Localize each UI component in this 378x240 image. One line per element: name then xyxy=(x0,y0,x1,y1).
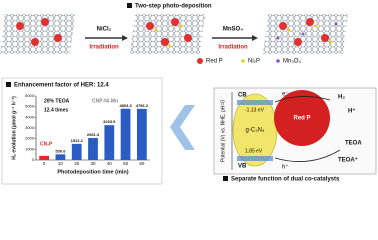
legend-label: Mn₃O₄ xyxy=(283,59,301,65)
bullet xyxy=(6,82,11,87)
annotation: 12.4 times xyxy=(44,107,68,113)
graphical-abstract: Two-step photo-deposition NiCl₂ Irradiat… xyxy=(0,3,377,185)
bar-chart: 0 1000 2000 3000 4000 5000 6000 0 10 530.6 20 1512.… xyxy=(11,93,150,175)
y-tick-label: 3000 xyxy=(25,125,35,130)
annotation: CNP-Ni-Mn xyxy=(92,98,118,104)
annotation: 20% TEOA xyxy=(44,98,70,104)
sheet xyxy=(0,14,75,54)
legend-swatch xyxy=(241,59,245,63)
step-action: Irradiation xyxy=(218,45,248,51)
bar xyxy=(88,138,98,160)
caption: Separate function of dual co-catalysts xyxy=(231,177,340,183)
x-tick-label: 40 xyxy=(107,161,113,166)
x-tick-label: 30 xyxy=(90,161,96,166)
y-tick-label: 2000 xyxy=(25,136,35,141)
carrier-label: h⁺ xyxy=(282,164,289,171)
x-tick-label: 10 xyxy=(58,161,64,166)
bar xyxy=(55,154,66,160)
reagent: MnSO₄ xyxy=(223,27,243,33)
value-label: 4803.3 xyxy=(119,103,132,108)
y-axis-label: H₂ evolution (μmol g⁻¹ h⁻¹) xyxy=(11,96,17,160)
energy-label: -1.13 eV xyxy=(245,107,265,113)
bullet xyxy=(127,3,132,8)
bar xyxy=(71,143,82,160)
value-label: 4796.2 xyxy=(136,103,149,108)
species-label: TEOA xyxy=(345,141,362,147)
material-label: Red P xyxy=(293,116,310,122)
x-tick-label: 60 xyxy=(139,161,145,166)
y-tick-label: 1000 xyxy=(25,146,35,151)
annotation: CN-P xyxy=(40,141,53,147)
arrow-head xyxy=(122,35,128,41)
carrier-label: e⁻ xyxy=(282,92,289,98)
bar xyxy=(136,108,147,160)
legend-label: Red P xyxy=(206,59,223,65)
chart-panel xyxy=(1,77,163,185)
value-label: 3263.9 xyxy=(103,119,116,124)
bar xyxy=(120,108,131,160)
y-tick-label: 5000 xyxy=(25,104,35,109)
legend-swatch xyxy=(197,58,203,64)
legend-swatch xyxy=(276,59,280,63)
energy-label: 1.85 eV xyxy=(245,148,263,154)
value-label: 530.6 xyxy=(55,148,66,153)
bar xyxy=(104,125,115,160)
species-label: H₂ xyxy=(338,95,345,101)
step-action: Irradiation xyxy=(89,45,119,51)
y-tick-label: 0 xyxy=(32,157,35,162)
x-tick-label: 20 xyxy=(74,161,80,166)
value-label: 2061.3 xyxy=(87,132,100,137)
species-label: TEOA⁺ xyxy=(338,157,358,164)
axis-label: Potential (V) vs. NHE, pH=0 xyxy=(220,100,226,162)
value-label: 1512.2 xyxy=(71,138,84,143)
sheet xyxy=(130,14,205,54)
arrow-head xyxy=(252,35,258,41)
x-axis-label: Photodeposition time (min) xyxy=(57,169,128,175)
x-tick-label: 0 xyxy=(43,161,46,166)
bar xyxy=(39,155,50,160)
chevron xyxy=(170,105,195,150)
material-label: g-C₃N₄ xyxy=(246,128,265,134)
band-label: VB xyxy=(238,164,247,170)
x-tick-label: 50 xyxy=(123,161,129,166)
chart-title: Enhancement factor of HER: 12.4 xyxy=(14,83,109,89)
band-label: CB xyxy=(238,93,247,99)
species-label: H⁺ xyxy=(348,108,356,115)
legend-label: Ni₂P xyxy=(248,59,260,65)
y-tick-label: 6000 xyxy=(25,93,35,98)
mechanism-diagram: Potential (V) vs. NHE, pH=0 CB VB -1.13 … xyxy=(213,87,377,175)
sheet xyxy=(263,14,348,54)
y-tick-label: 4000 xyxy=(25,114,35,119)
reagent: NiCl₂ xyxy=(97,27,112,33)
bullet xyxy=(223,176,228,181)
section-title: Two-step photo-deposition xyxy=(135,4,212,10)
